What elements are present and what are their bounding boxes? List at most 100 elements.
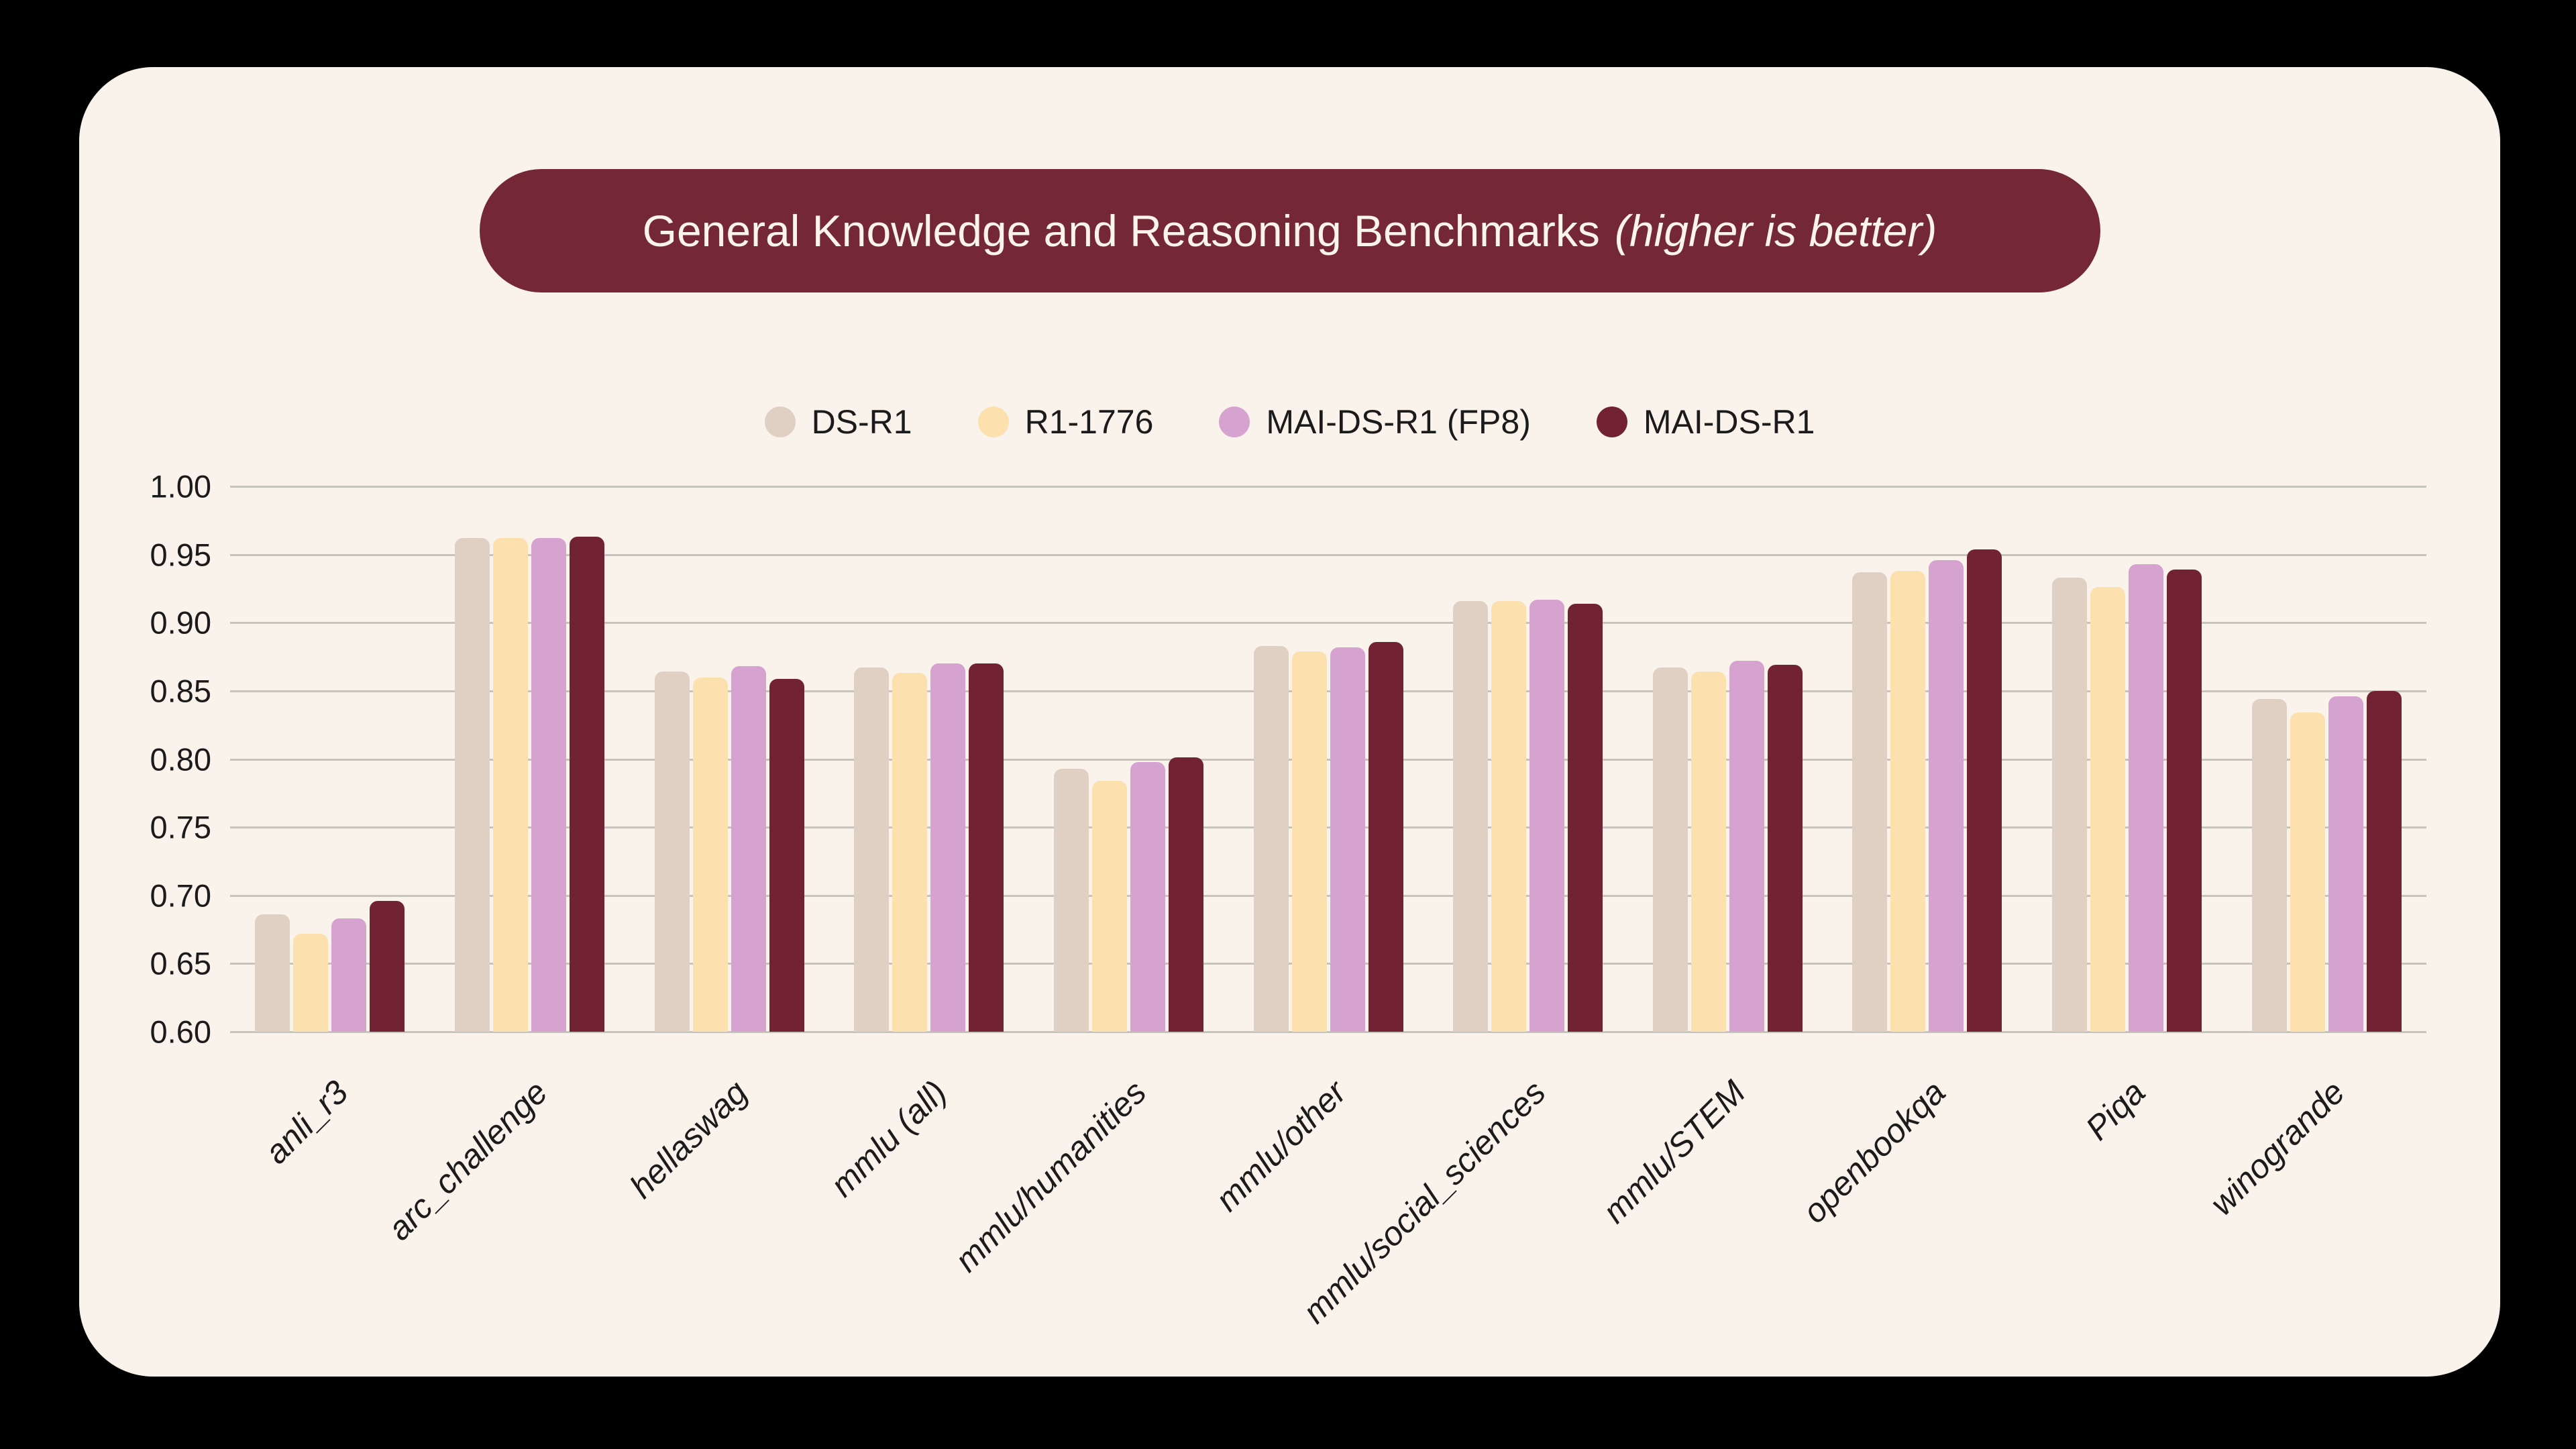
gridline-0.65 — [230, 963, 2426, 965]
x-axis-label-mmlu-all: mmlu (all) — [823, 1073, 955, 1204]
bar-r1-1776-mmlu-humanities — [1091, 781, 1127, 1032]
x-axis-label-mmlu-humanities: mmlu/humanities — [948, 1073, 1154, 1279]
bar-group-mmlu-other: mmlu/other — [1208, 486, 1428, 1218]
bar-ds-r1-winogrande — [2251, 699, 2287, 1032]
bar-ds-r1-piqa — [2052, 578, 2088, 1032]
x-axis-label-hellaswag: hellaswag — [622, 1073, 755, 1205]
bar-ds-r1-mmlu-social-sciences — [1453, 600, 1489, 1032]
legend-dot-r1-1776 — [977, 407, 1009, 437]
bar-mai-ds-r1-fp8-mmlu-stem — [1729, 661, 1764, 1032]
bar-mai-ds-r1-mmlu-other — [1368, 641, 1403, 1032]
y-tick-label-0.80: 0.80 — [150, 741, 211, 777]
y-tick-label-0.95: 0.95 — [150, 537, 211, 573]
gridline-0.60 — [230, 1031, 2426, 1033]
gridline-0.70 — [230, 894, 2426, 897]
bar-r1-1776-arc-challenge — [492, 538, 528, 1032]
gridline-0.90 — [230, 622, 2426, 625]
x-axis-label-mmlu-other: mmlu/other — [1208, 1073, 1354, 1219]
bar-group-mmlu-stem: mmlu/STEM — [1596, 486, 1827, 1230]
legend-label: R1-1776 — [1024, 403, 1154, 441]
legend-item-mai-ds-r1: MAI-DS-R1 — [1596, 402, 1815, 441]
bar-ds-r1-openbookqa — [1852, 572, 1888, 1032]
legend-item-r1-1776: R1-1776 — [977, 402, 1154, 441]
bar-mai-ds-r1-anli-r3 — [370, 900, 405, 1032]
bar-mai-ds-r1-fp8-piqa — [2129, 564, 2164, 1032]
bar-mai-ds-r1-fp8-mmlu-social-sciences — [1529, 599, 1565, 1032]
bar-mai-ds-r1-arc-challenge — [569, 537, 604, 1032]
bar-ds-r1-mmlu-other — [1253, 645, 1289, 1032]
bar-group-hellaswag: hellaswag — [623, 486, 829, 1205]
x-axis-label-piqa: Piqa — [2078, 1073, 2153, 1148]
x-axis-label-openbookqa: openbookqa — [1795, 1073, 1953, 1231]
bar-mai-ds-r1-mmlu-stem — [1767, 665, 1803, 1032]
bar-ds-r1-arc-challenge — [454, 538, 490, 1032]
gridline-0.75 — [230, 826, 2426, 829]
title-banner: General Knowledge and Reasoning Benchmar… — [479, 169, 2100, 292]
y-tick-label-0.70: 0.70 — [150, 877, 211, 914]
x-axis-label-anli-r3: anli_r3 — [257, 1073, 356, 1171]
bar-mai-ds-r1-mmlu-social-sciences — [1568, 603, 1603, 1032]
bar-mai-ds-r1-fp8-hellaswag — [731, 666, 766, 1032]
bar-mai-ds-r1-fp8-mmlu-other — [1330, 647, 1365, 1032]
bar-mai-ds-r1-fp8-arc-challenge — [531, 538, 566, 1032]
chart-legend: DS-R1 R1-1776 MAI-DS-R1 (FP8) MAI-DS-R1 — [79, 402, 2500, 441]
bar-mai-ds-r1-fp8-winogrande — [2328, 696, 2363, 1032]
bar-mai-ds-r1-fp8-anli-r3 — [331, 918, 367, 1032]
gridline-0.85 — [230, 690, 2426, 692]
legend-dot-mai-ds-r1 — [1596, 407, 1627, 437]
legend-label: MAI-DS-R1 — [1643, 403, 1815, 441]
page-title-note: (higher is better) — [1614, 206, 1937, 256]
gridline-1.00 — [230, 486, 2426, 488]
chart-card: General Knowledge and Reasoning Benchmar… — [79, 67, 2500, 1377]
bar-mai-ds-r1-fp8-mmlu-all — [930, 663, 966, 1032]
bar-group-anli-r3: anli_r3 — [230, 486, 430, 1171]
bar-r1-1776-mmlu-other — [1291, 651, 1327, 1032]
bar-r1-1776-openbookqa — [1890, 571, 1926, 1032]
y-tick-label-0.75: 0.75 — [150, 809, 211, 845]
page-title: General Knowledge and Reasoning Benchmar… — [642, 206, 1600, 256]
bar-mai-ds-r1-mmlu-all — [969, 663, 1004, 1032]
bar-r1-1776-piqa — [2090, 587, 2126, 1032]
y-tick-label-0.85: 0.85 — [150, 673, 211, 709]
bar-r1-1776-mmlu-social-sciences — [1491, 600, 1527, 1032]
bar-group-arc-challenge: arc_challenge — [380, 486, 630, 1248]
bar-group-mmlu-all: mmlu (all) — [823, 486, 1029, 1204]
bar-group-openbookqa: openbookqa — [1795, 486, 2027, 1230]
legend-dot-ds-r1 — [764, 407, 796, 437]
gridline-0.80 — [230, 758, 2426, 761]
bar-ds-r1-mmlu-all — [854, 667, 890, 1032]
x-axis-label-winogrande: winogrande — [2202, 1073, 2352, 1223]
bar-r1-1776-mmlu-all — [892, 673, 928, 1032]
bar-mai-ds-r1-hellaswag — [769, 678, 804, 1032]
bar-mai-ds-r1-piqa — [2167, 569, 2202, 1032]
legend-label: DS-R1 — [811, 403, 912, 441]
y-tick-label-0.60: 0.60 — [150, 1014, 211, 1050]
plot-area: anli_r3 arc_challenge hellaswag mmlu (all) m… — [150, 471, 2426, 1330]
bar-ds-r1-mmlu-humanities — [1053, 768, 1089, 1032]
bar-mai-ds-r1-mmlu-humanities — [1168, 757, 1203, 1032]
bar-ds-r1-mmlu-stem — [1652, 667, 1688, 1032]
x-axis-label-mmlu-stem: mmlu/STEM — [1595, 1073, 1753, 1230]
bar-mai-ds-r1-fp8-openbookqa — [1929, 559, 1964, 1032]
bar-group-piqa: Piqa — [2027, 486, 2227, 1147]
legend-dot-mai-ds-r1-fp8 — [1219, 407, 1250, 437]
legend-item-ds-r1: DS-R1 — [764, 402, 912, 441]
bar-r1-1776-anli-r3 — [293, 933, 329, 1032]
bar-r1-1776-mmlu-stem — [1690, 672, 1726, 1032]
bar-r1-1776-hellaswag — [692, 677, 728, 1032]
bar-groups: anli_r3 arc_challenge hellaswag mmlu (all) m… — [230, 486, 2426, 1330]
bar-ds-r1-anli-r3 — [255, 914, 290, 1032]
bar-group-mmlu-social-sciences: mmlu/social_sciences — [1296, 486, 1628, 1330]
y-tick-label-0.65: 0.65 — [150, 945, 211, 981]
bar-mai-ds-r1-fp8-mmlu-humanities — [1130, 761, 1165, 1032]
bar-r1-1776-winogrande — [2290, 712, 2325, 1032]
bar-mai-ds-r1-openbookqa — [1967, 549, 2002, 1032]
x-axis-label-arc-challenge: arc_challenge — [380, 1073, 555, 1248]
y-tick-label-0.90: 0.90 — [150, 604, 211, 641]
bar-group-mmlu-humanities: mmlu/humanities — [948, 486, 1229, 1279]
bar-group-winogrande: winogrande — [2202, 486, 2426, 1222]
gridline-0.95 — [230, 553, 2426, 556]
y-tick-label-1.00: 1.00 — [150, 468, 211, 504]
legend-item-mai-ds-r1-fp8: MAI-DS-R1 (FP8) — [1219, 402, 1531, 441]
